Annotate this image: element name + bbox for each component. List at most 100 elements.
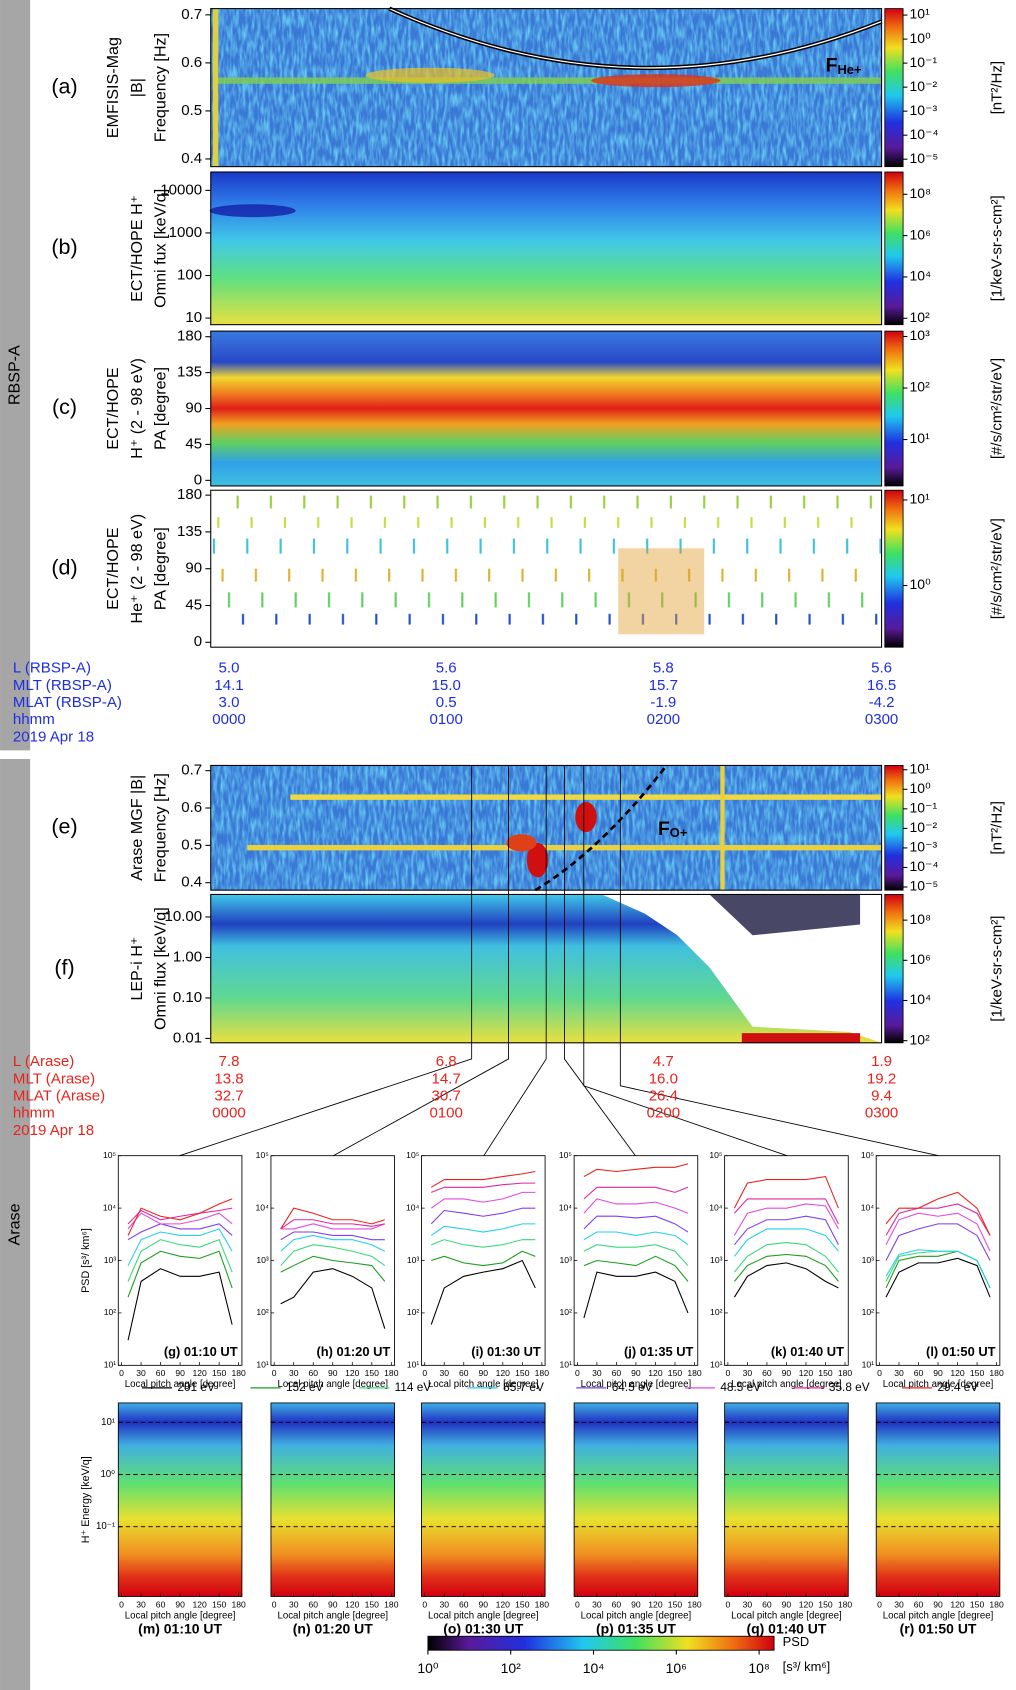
x-tick-label: 30 (439, 1368, 449, 1378)
y-tick-label: 0.5 (181, 102, 202, 119)
x-tick-label: 30 (289, 1599, 299, 1609)
ephemeris-value: 7.8 (219, 1053, 240, 1070)
y-tick-label: 10⁵ (559, 1150, 573, 1160)
ephemeris-label: hhmm (13, 711, 55, 728)
spectrogram-image (270, 1402, 396, 1597)
x-tick-label: 180 (231, 1368, 246, 1378)
y-tick-label: 100 (177, 266, 202, 283)
colorbar-tick-label: 10⁶ (910, 951, 931, 967)
panel-label: (d) (51, 555, 77, 579)
y-tick-label: 10¹ (560, 1360, 573, 1370)
colorbar-tick-label: 10⁴ (910, 991, 932, 1007)
spectrogram-feature (709, 894, 861, 936)
ephemeris-value: 14.7 (432, 1070, 461, 1087)
y-tick-label: 10³ (862, 1255, 875, 1265)
ephemeris-value: 5.6 (871, 660, 892, 677)
x-tick-label: 90 (175, 1368, 185, 1378)
panel-title: (p) 01:35 UT (596, 1620, 676, 1636)
colorbar-tick-label: 10⁻³ (910, 102, 938, 118)
x-tick-label: 150 (668, 1368, 683, 1378)
y-tick-label: 10³ (104, 1255, 117, 1265)
y-tick-label: 10.00 (164, 908, 202, 925)
y-tick-label: 10³ (560, 1255, 573, 1265)
ephemeris-value: 5.0 (219, 660, 240, 677)
ephemeris-value: 14.1 (214, 677, 243, 694)
y-tick-label: 10³ (407, 1255, 420, 1265)
y-tick-label: 1000 (169, 224, 202, 241)
plot-frame (573, 1155, 699, 1366)
x-tick-label: 180 (838, 1599, 853, 1609)
colorbar-tick-label: 10⁻⁵ (910, 150, 939, 166)
annotation-text: F (658, 818, 670, 840)
y-axis-label: Omni fux [keV/q] (152, 189, 170, 308)
colorbar (884, 8, 904, 168)
ephemeris-value: 1.9 (871, 1053, 892, 1070)
time-marker (564, 765, 636, 1156)
panel-title: (q) 01:40 UT (746, 1620, 826, 1636)
x-axis-label: Local pitch angle [degree] (125, 1610, 236, 1621)
y-axis-label: PSD [s³/ km⁶] (80, 1228, 92, 1293)
series-line (127, 1238, 233, 1282)
x-tick-label: 120 (496, 1599, 511, 1609)
y-tick-label: 10⁵ (406, 1150, 420, 1160)
colorbar-label: [nT²/Hz] (989, 61, 1006, 115)
spectrogram-image (875, 1402, 1001, 1597)
x-tick-label: 150 (365, 1599, 380, 1609)
spectrogram-feature (575, 801, 597, 833)
colorbar-tick-label: 10⁰ (910, 576, 932, 592)
x-tick-label: 120 (950, 1368, 965, 1378)
y-tick-label: 1.00 (173, 948, 202, 965)
colorbar-tick-label: 10³ (910, 327, 931, 343)
panel-title: (l) 01:50 UT (926, 1344, 996, 1359)
colorbar-tick-label: 10⁴ (910, 268, 932, 284)
y-axis-label: EMFISIS-Mag (104, 37, 122, 138)
series-line (280, 1219, 385, 1230)
y-axis-label: |B| (128, 78, 146, 97)
colorbar-tick-label: 10⁴ (583, 1660, 605, 1676)
y-axis-label: Frequency [Hz] (152, 773, 170, 882)
spectrogram-image (573, 1402, 699, 1597)
ephemeris-value: 0000 (212, 1105, 245, 1122)
panel-title: (m) 01:10 UT (138, 1620, 222, 1636)
ephemeris-value: 0100 (429, 711, 462, 728)
ephemeris-date: 2019 Apr 18 (13, 728, 94, 745)
x-tick-label: 30 (743, 1368, 753, 1378)
y-tick-label: 0.6 (181, 54, 202, 71)
colorbar-tick-label: 10¹ (910, 491, 931, 507)
y-axis-label: H⁺ (2 - 98 eV) (128, 358, 146, 459)
y-tick-label: 10⁴ (709, 1202, 723, 1212)
x-tick-label: 150 (970, 1599, 985, 1609)
annotation-text: F (826, 55, 838, 77)
ephemeris-value: 0300 (865, 711, 898, 728)
series-line (280, 1268, 386, 1329)
y-axis-label: Frequency [Hz] (152, 33, 170, 142)
x-tick-label: 180 (535, 1368, 550, 1378)
x-tick-label: 120 (648, 1368, 663, 1378)
x-tick-label: 90 (328, 1368, 338, 1378)
colorbar-tick-label: 10⁻⁵ (910, 878, 939, 894)
x-tick-label: 180 (535, 1599, 550, 1609)
panel-label: (c) (52, 395, 77, 419)
y-axis-label: Arase MGF |B| (128, 775, 146, 881)
x-tick-label: 180 (989, 1368, 1004, 1378)
y-tick-label: 0.4 (181, 874, 202, 891)
x-tick-label: 30 (439, 1599, 449, 1609)
x-tick-label: 150 (365, 1368, 380, 1378)
series-line (280, 1234, 386, 1252)
time-marker (583, 765, 788, 1157)
ephemeris-label: L (Arase) (13, 1053, 74, 1070)
ephemeris-value: 19.2 (867, 1070, 896, 1087)
x-tick-label: 0 (119, 1599, 124, 1609)
ephemeris-label: MLAT (RBSP-A) (13, 694, 122, 711)
legend-label: 48.5 eV (720, 1380, 761, 1394)
ephemeris-value: 13.8 (214, 1070, 243, 1087)
side-bars: RBSP-A Arase (0, 0, 31, 1690)
y-tick-label: 10² (862, 1307, 875, 1317)
series-line (583, 1231, 689, 1246)
x-tick-label: 120 (950, 1599, 965, 1609)
x-tick-label: 30 (592, 1599, 602, 1609)
y-tick-label: 10² (104, 1307, 117, 1317)
panel-title: (r) 01:50 UT (900, 1620, 977, 1636)
ephemeris-value: 3.0 (219, 694, 240, 711)
colorbar-tick-label: 10⁰ (417, 1660, 439, 1676)
